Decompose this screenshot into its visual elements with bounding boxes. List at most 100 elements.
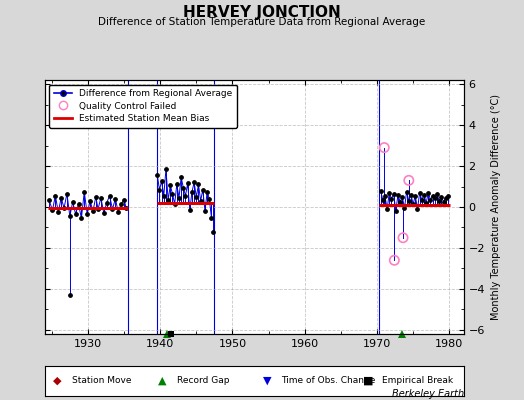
Point: [398, 194, 407, 200]
Point: [77, 215, 85, 222]
Point: [394, 192, 402, 198]
Point: [185, 207, 194, 213]
Point: [74, 201, 83, 207]
Text: ▲: ▲: [158, 375, 166, 386]
Point: [444, 192, 452, 199]
Point: [411, 192, 420, 199]
Point: [194, 181, 203, 188]
Text: HERVEY JONCTION: HERVEY JONCTION: [183, 5, 341, 20]
Point: [66, 292, 74, 298]
Point: [208, 215, 216, 222]
Point: [166, 182, 174, 189]
Point: [170, 201, 179, 207]
Point: [63, 190, 71, 197]
Point: [108, 206, 117, 212]
Point: [385, 190, 394, 196]
Point: [54, 209, 62, 215]
Point: [69, 199, 77, 205]
Point: [168, 190, 177, 197]
Text: ▼: ▼: [263, 375, 271, 386]
Point: [114, 209, 123, 215]
Point: [387, 196, 396, 202]
Point: [162, 166, 170, 172]
Point: [181, 192, 190, 199]
Point: [391, 208, 400, 214]
Point: [155, 186, 163, 193]
Point: [196, 198, 205, 204]
Point: [416, 190, 424, 196]
Point: [103, 200, 111, 206]
Text: Difference of Station Temperature Data from Regional Average: Difference of Station Temperature Data f…: [99, 17, 425, 27]
Point: [381, 192, 389, 199]
Point: [424, 190, 432, 196]
Point: [45, 197, 53, 203]
Point: [389, 190, 398, 197]
Point: [94, 206, 102, 212]
Point: [209, 228, 217, 235]
Point: [188, 188, 196, 195]
Point: [433, 190, 441, 197]
Point: [92, 194, 100, 200]
Point: [183, 180, 192, 187]
Point: [66, 213, 74, 220]
Point: [153, 172, 161, 178]
Point: [199, 186, 207, 193]
Point: [427, 197, 435, 203]
Point: [89, 208, 97, 214]
Point: [105, 192, 114, 199]
Point: [390, 257, 399, 264]
Point: [51, 192, 60, 199]
Point: [418, 197, 426, 203]
Point: [442, 194, 450, 201]
Point: [175, 194, 183, 201]
Point: [205, 196, 213, 202]
Point: [203, 188, 211, 195]
Point: [48, 207, 57, 213]
Point: [120, 197, 128, 203]
Point: [420, 192, 428, 198]
Text: Empirical Break: Empirical Break: [382, 376, 453, 385]
Point: [57, 194, 66, 201]
Point: [122, 205, 130, 211]
Point: [117, 201, 125, 207]
Point: [400, 205, 409, 211]
Text: Record Gap: Record Gap: [177, 376, 229, 385]
Point: [402, 188, 411, 195]
Point: [396, 199, 405, 205]
Point: [407, 192, 415, 198]
Point: [111, 196, 119, 202]
Point: [379, 197, 387, 203]
Point: [160, 192, 168, 199]
Point: [71, 211, 80, 217]
Point: [409, 201, 417, 207]
Point: [413, 206, 422, 212]
Point: [431, 194, 439, 201]
Point: [399, 234, 407, 241]
Point: [86, 198, 94, 204]
Point: [383, 206, 391, 212]
Text: Time of Obs. Change: Time of Obs. Change: [281, 376, 376, 385]
Point: [405, 177, 413, 184]
Legend: Difference from Regional Average, Quality Control Failed, Estimated Station Mean: Difference from Regional Average, Qualit…: [49, 84, 237, 128]
Point: [80, 188, 89, 195]
Point: [192, 194, 201, 200]
Point: [83, 211, 91, 217]
Point: [100, 210, 108, 216]
Point: [380, 144, 388, 151]
Point: [405, 198, 413, 204]
Point: [435, 198, 443, 204]
Point: [60, 205, 68, 211]
Point: [164, 197, 172, 203]
Point: [429, 192, 437, 199]
Point: [97, 194, 105, 201]
Text: ■: ■: [363, 375, 374, 386]
Point: [177, 174, 185, 180]
Text: ◆: ◆: [53, 375, 61, 386]
Point: [437, 194, 445, 200]
Point: [190, 179, 199, 186]
Y-axis label: Monthly Temperature Anomaly Difference (°C): Monthly Temperature Anomaly Difference (…: [490, 94, 500, 320]
Point: [157, 178, 166, 184]
Point: [179, 184, 188, 191]
Text: Station Move: Station Move: [72, 376, 132, 385]
Point: [201, 208, 209, 214]
